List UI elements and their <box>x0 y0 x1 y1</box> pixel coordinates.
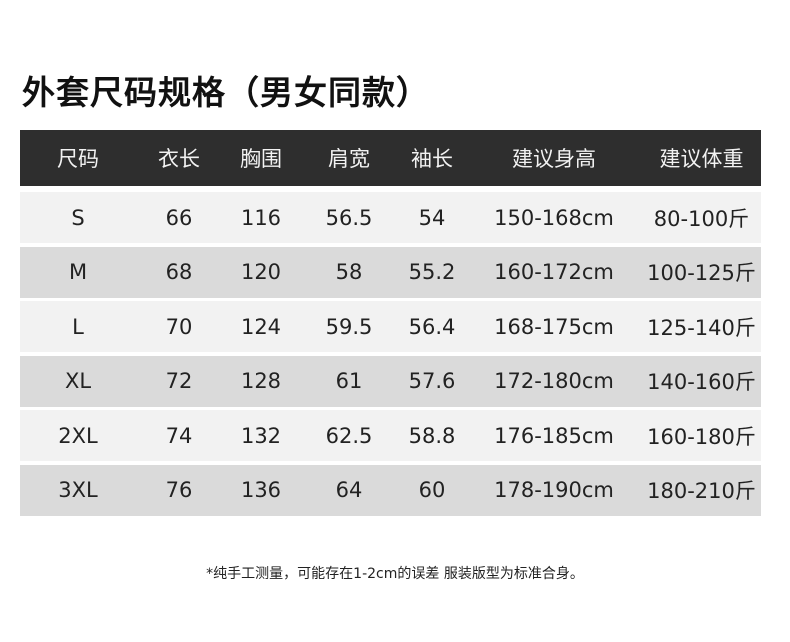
table-cell: 66 <box>165 205 193 230</box>
table-cell: 76 <box>165 478 193 503</box>
header-cell: 肩宽 <box>328 147 370 171</box>
table-cell: 100-125斤 <box>647 261 756 286</box>
table-cell: 168-175cm <box>494 314 614 339</box>
table-cell: 2XL <box>58 423 98 448</box>
table-cell: 120 <box>240 260 282 285</box>
table-cell: 58.8 <box>408 423 456 448</box>
table-cell: 56.5 <box>325 205 373 230</box>
header-cell: 衣长 <box>158 147 200 171</box>
table-cell: 60 <box>418 478 446 503</box>
header-cell: 胸围 <box>240 147 282 171</box>
table-row: S 66 116 56.5 54 150-168cm 80-100斤 <box>20 192 761 243</box>
table-cell: M <box>68 260 88 285</box>
table-cell: 172-180cm <box>494 369 614 394</box>
table-cell: L <box>72 314 84 339</box>
table-cell: 62.5 <box>325 423 373 448</box>
footnote: *纯手工测量，可能存在1-2cm的误差 服装版型为标准合身。 <box>206 566 584 582</box>
header-cell: 建议身高 <box>512 147 596 171</box>
page-title: 外套尺码规格（男女同款） <box>22 73 430 112</box>
header-cell: 建议体重 <box>659 147 744 171</box>
size-table: 尺码 衣长 胸围 肩宽 袖长 建议身高 建议体重 S 66 116 56.5 54 150… <box>20 130 761 520</box>
table-cell: 80-100斤 <box>653 206 750 231</box>
header-cell: 尺码 <box>57 147 99 171</box>
table-cell: 116 <box>240 205 282 230</box>
table-cell: 58 <box>335 260 363 285</box>
table-cell: 57.6 <box>408 369 456 394</box>
table-cell: 72 <box>165 369 193 394</box>
table-cell: 136 <box>240 478 282 503</box>
table-cell: XL <box>64 369 92 394</box>
table-cell: 55.2 <box>408 260 456 285</box>
header-cell: 袖长 <box>411 147 453 171</box>
table-row: 2XL 74 132 62.5 58.8 176-185cm 160-180斤 <box>20 410 761 462</box>
table-cell: 68 <box>165 260 193 285</box>
table-row: XL 72 128 61 57.6 172-180cm 140-160斤 <box>20 355 761 407</box>
table-cell: 160-180斤 <box>647 424 756 449</box>
table-cell: 176-185cm <box>494 423 614 448</box>
table-cell: 180-210斤 <box>647 479 756 504</box>
table-row: M 68 120 58 55.2 160-172cm 100-125斤 <box>20 246 761 298</box>
table-cell: 178-190cm <box>494 478 614 503</box>
table-cell: 61 <box>335 369 363 394</box>
table-cell: 124 <box>240 314 282 339</box>
table-cell: 56.4 <box>408 314 456 339</box>
table-cell: 64 <box>335 478 363 503</box>
table-cell: 150-168cm <box>494 205 614 230</box>
table-cell: 3XL <box>58 478 98 503</box>
table-cell: 140-160斤 <box>647 370 756 395</box>
table-cell: 74 <box>165 423 193 448</box>
table-cell: 132 <box>240 423 282 448</box>
table-cell: 54 <box>418 205 446 230</box>
table-cell: 160-172cm <box>494 260 614 285</box>
table-header: 尺码 衣长 胸围 肩宽 袖长 建议身高 建议体重 <box>20 130 761 186</box>
table-row: 3XL 76 136 64 60 178-190cm 180-210斤 <box>20 464 761 516</box>
table-row: L 70 124 59.5 56.4 168-175cm 125-140斤 <box>20 301 761 353</box>
table-cell: 59.5 <box>325 314 373 339</box>
table-cell: 125-140斤 <box>647 315 756 340</box>
table-cell: 70 <box>165 314 193 339</box>
table-cell: 128 <box>240 369 282 394</box>
table-cell: S <box>71 205 85 230</box>
